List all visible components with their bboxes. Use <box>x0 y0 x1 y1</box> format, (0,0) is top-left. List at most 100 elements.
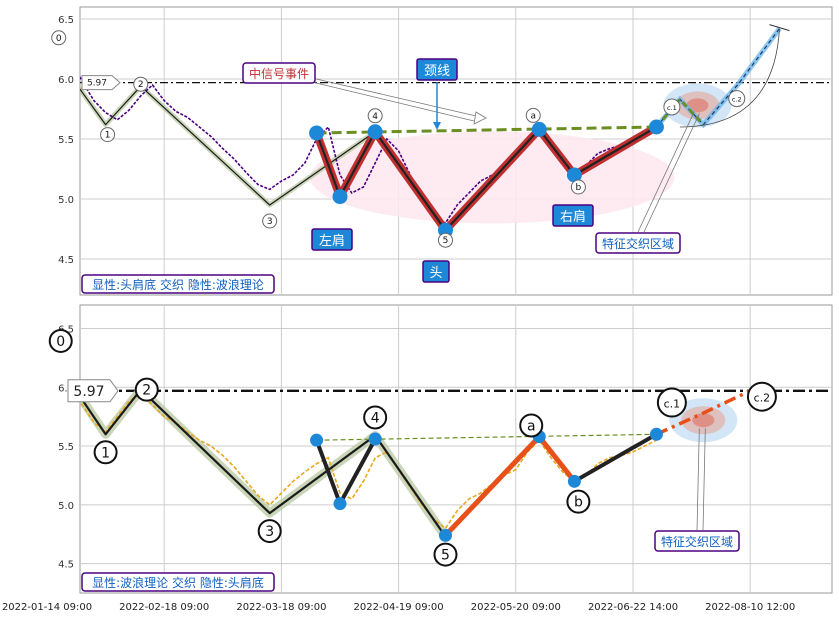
wave-point-label: c.1 <box>664 398 681 411</box>
wave-point-marker <box>566 489 591 514</box>
wave-point-marker <box>433 542 458 567</box>
y-tick-label: 5.5 <box>58 135 74 146</box>
reference-line-label: 5.97 <box>87 79 107 89</box>
price-line <box>80 392 657 530</box>
pattern-marker <box>333 497 347 511</box>
wave-point-marker <box>363 405 388 430</box>
wave-point-label: 4 <box>372 112 378 122</box>
neckline-label-box <box>416 58 458 81</box>
left-shoulder-label: 左肩 <box>319 233 345 249</box>
x-tick-label: 2022-02-18 09:00 <box>119 602 209 613</box>
wave-point-marker <box>525 107 541 123</box>
projection-line <box>655 389 751 436</box>
caption-text: 显性:波浪理论 交织 隐性:头肩底 <box>92 575 264 590</box>
right-shoulder-label: 右肩 <box>560 209 586 225</box>
reference-line-label-box <box>81 75 121 91</box>
wave-point-label: c.2 <box>732 96 742 104</box>
head-label-box <box>422 260 450 283</box>
y-tick-label: 4.5 <box>58 255 74 266</box>
pattern-marker <box>367 124 383 140</box>
wave-point-label: c.2 <box>754 392 771 405</box>
wave-point-marker <box>728 90 746 108</box>
x-tick-label: 2022-08-10 12:00 <box>705 602 795 613</box>
bottom-panel: 4.5 5.0 5.5 6.0 6.5 5.97 0 1 2 3 4 5 a b c.1 c.2 2022-01… <box>2 304 833 613</box>
right-shoulder-label-box <box>552 204 594 227</box>
plot-content <box>80 24 832 238</box>
pattern-marker <box>332 189 348 205</box>
left-shoulder-label-box <box>311 228 353 251</box>
x-tick-label: 2022-05-20 09:00 <box>471 602 561 613</box>
wave-point-marker <box>663 98 681 116</box>
wave-point-label: 5 <box>441 548 450 564</box>
wave-point-label: b <box>574 495 583 511</box>
wave-point-marker <box>48 328 73 353</box>
neckline-arrow-head <box>433 122 441 130</box>
top-panel: 4.5 5.0 5.5 6.0 6.5 5.97 0 1 2 3 4 5 a b c.1 c.2 显性:头肩底 … <box>51 6 833 296</box>
pattern-marker <box>309 125 325 141</box>
feature-zone-label: 特征交织区域 <box>661 534 733 549</box>
pattern-marker <box>648 119 664 135</box>
y-tick-label: 5.0 <box>58 195 74 206</box>
signal-label-box <box>242 62 316 84</box>
wave-line-impulse <box>80 388 447 538</box>
wave-point-label: 2 <box>138 80 144 90</box>
y-tick-label: 4.5 <box>58 560 74 571</box>
projection-target-tick <box>769 24 790 32</box>
pattern-marker <box>368 432 382 446</box>
wave-point-label: 4 <box>371 410 380 426</box>
wave-point-marker <box>134 377 159 402</box>
feature-zone-label-box <box>654 530 740 552</box>
neckline-label: 颈线 <box>424 64 450 79</box>
x-tick-label: 2022-03-18 09:00 <box>236 602 326 613</box>
caption-text: 显性:头肩底 交织 隐性:波浪理论 <box>92 277 264 292</box>
wave-point-label: 3 <box>267 217 273 227</box>
wave-point-label: 5 <box>443 236 449 246</box>
feature-zone-label-box <box>595 232 681 254</box>
wave-point-marker <box>746 381 777 412</box>
wave-point-marker <box>262 213 278 229</box>
y-tick-label: 6.5 <box>58 15 74 26</box>
y-tick-label: 6.0 <box>58 383 74 394</box>
pattern-marker <box>310 433 324 447</box>
head-label: 头 <box>429 266 442 281</box>
wave-point-marker <box>570 179 586 195</box>
wave-point-label: a <box>530 111 536 121</box>
x-tick-label: 2022-04-19 09:00 <box>354 602 444 613</box>
feature-zone-pointer <box>637 113 700 233</box>
signal-pointer <box>311 77 477 122</box>
projection-neck-extension <box>655 97 705 128</box>
y-tick-label: 6.0 <box>58 75 74 86</box>
wave-point-marker <box>93 440 118 465</box>
wave-point-marker <box>257 519 282 544</box>
pattern-marker <box>567 474 581 488</box>
wave-point-marker <box>133 76 149 92</box>
feature-zone-label: 特征交织区域 <box>602 236 674 251</box>
y-tick-label: 6.5 <box>58 325 74 336</box>
signal-pointer-head <box>473 111 487 125</box>
wave-point-label: b <box>576 183 582 193</box>
wave-point-marker <box>656 387 687 418</box>
x-tick-label: 2022-06-22 14:00 <box>588 602 678 613</box>
caption-box <box>81 274 275 294</box>
wave-point-label: 1 <box>101 445 110 461</box>
x-tick-label: 2022-01-14 09:00 <box>2 602 92 613</box>
wave-point-label: 3 <box>265 524 274 540</box>
feature-zone-pointer <box>696 428 706 531</box>
reference-line-label: 5.97 <box>73 384 104 400</box>
reference-line-label-box <box>67 379 119 403</box>
wave-point-label: a <box>527 418 536 434</box>
wave-point-label: 2 <box>142 383 151 399</box>
y-tick-label: 5.5 <box>58 442 74 453</box>
neckline <box>316 125 657 135</box>
wave-point-marker <box>100 127 116 143</box>
wave-point-marker <box>519 413 544 438</box>
signal-label: 中信号事件 <box>249 66 309 81</box>
caption-box <box>81 572 275 592</box>
wave-point-label: c.1 <box>667 104 677 112</box>
wave-point-label: 1 <box>105 131 111 141</box>
wave-point-marker <box>51 30 67 46</box>
wave-point-label: 0 <box>56 334 65 350</box>
y-tick-label: 5.0 <box>58 501 74 512</box>
